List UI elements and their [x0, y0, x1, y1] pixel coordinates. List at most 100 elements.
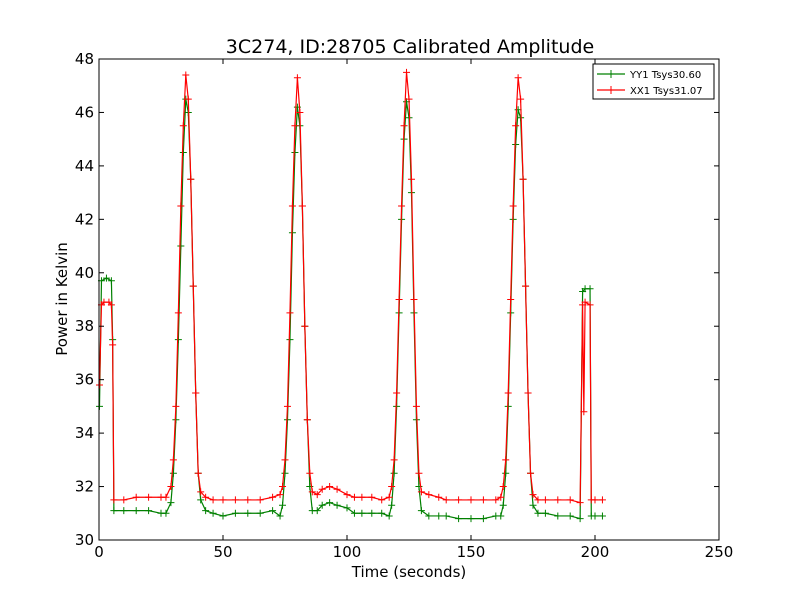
- data-point: [522, 282, 530, 290]
- data-point: [192, 389, 200, 397]
- data-point: [169, 456, 177, 464]
- data-point: [219, 496, 227, 504]
- data-point: [358, 509, 366, 517]
- data-point: [576, 499, 584, 507]
- data-point: [179, 122, 187, 130]
- data-point: [326, 499, 334, 507]
- data-point: [177, 242, 185, 250]
- data-point: [269, 493, 277, 501]
- series-2: [95, 68, 606, 507]
- legend-entry: YY1 Tsys30.60: [597, 70, 701, 81]
- data-point: [514, 74, 522, 82]
- data-point: [194, 469, 202, 477]
- data-point: [279, 501, 287, 509]
- data-point: [231, 496, 239, 504]
- data-point: [580, 408, 588, 416]
- data-point: [313, 491, 321, 499]
- data-point: [492, 496, 500, 504]
- legend-marker: [607, 70, 615, 78]
- data-point: [368, 509, 376, 517]
- legend-label: XX1 Tsys31.07: [630, 86, 703, 97]
- data-point: [120, 496, 128, 504]
- data-point: [385, 493, 393, 501]
- legend-marker: [607, 86, 615, 94]
- data-point: [455, 496, 463, 504]
- data-point: [410, 296, 418, 303]
- y-tick-label: 42: [75, 210, 94, 228]
- x-tick-label: 150: [457, 543, 486, 561]
- data-point: [442, 512, 450, 520]
- data-point: [554, 512, 562, 520]
- y-tick-label: 38: [75, 317, 94, 335]
- data-point: [385, 512, 393, 520]
- data-point: [435, 493, 443, 501]
- data-point: [231, 509, 239, 517]
- data-point: [202, 507, 210, 515]
- data-point: [405, 95, 413, 103]
- data-point: [120, 507, 128, 515]
- data-point: [219, 512, 227, 520]
- data-point: [281, 456, 289, 464]
- data-point: [343, 504, 351, 512]
- y-tick-label: 40: [75, 264, 94, 282]
- data-point: [177, 202, 185, 210]
- data-point: [502, 469, 510, 477]
- data-point: [442, 496, 450, 504]
- data-point: [308, 488, 316, 496]
- data-point: [288, 202, 296, 210]
- y-axis-label: Power in Kelvin: [53, 242, 71, 356]
- data-point: [209, 509, 217, 517]
- data-point: [519, 175, 527, 183]
- data-point: [378, 496, 386, 504]
- x-tick-label: 50: [213, 543, 232, 561]
- data-point: [517, 95, 525, 103]
- data-point: [172, 402, 180, 410]
- legend-entry: XX1 Tsys31.07: [597, 86, 703, 97]
- data-point: [256, 509, 264, 517]
- y-tick-label: 46: [75, 103, 94, 121]
- data-point: [167, 499, 175, 507]
- data-point: [286, 336, 294, 344]
- legend-entries: YY1 Tsys30.60 XX1 Tsys31.07: [597, 70, 703, 97]
- data-point: [529, 501, 537, 509]
- data-point: [412, 402, 420, 410]
- data-point: [244, 496, 252, 504]
- legend-label: YY1 Tsys30.60: [629, 70, 701, 81]
- data-point: [256, 496, 264, 504]
- data-point: [313, 507, 321, 515]
- data-point: [350, 509, 358, 517]
- data-point: [303, 416, 311, 424]
- data-point: [467, 496, 475, 504]
- chart-title: 3C274, ID:28705 Calibrated Amplitude: [226, 36, 594, 58]
- data-point: [581, 298, 589, 306]
- data-point: [598, 496, 606, 504]
- data-point: [435, 512, 443, 520]
- data-point: [132, 507, 140, 515]
- data-point: [279, 483, 287, 491]
- data-point: [415, 469, 423, 477]
- data-point: [209, 496, 217, 504]
- data-point: [167, 483, 175, 491]
- data-point: [301, 322, 309, 330]
- data-point: [291, 149, 299, 157]
- series-layer: [95, 68, 606, 523]
- data-point: [368, 493, 376, 501]
- data-point: [509, 202, 517, 210]
- data-point: [499, 483, 507, 491]
- data-point: [467, 515, 475, 523]
- y-tick-label: 44: [75, 157, 94, 175]
- x-tick-label: 250: [705, 543, 734, 561]
- data-point: [499, 501, 507, 509]
- data-point: [162, 509, 170, 517]
- data-point: [403, 68, 411, 76]
- data-point: [541, 496, 549, 504]
- data-point: [145, 493, 153, 501]
- y-tick-label: 34: [75, 424, 94, 442]
- data-point: [202, 493, 210, 501]
- data-point: [400, 122, 408, 130]
- data-point: [566, 496, 574, 504]
- data-point: [162, 493, 170, 501]
- data-point: [497, 512, 505, 520]
- data-point: [333, 501, 341, 509]
